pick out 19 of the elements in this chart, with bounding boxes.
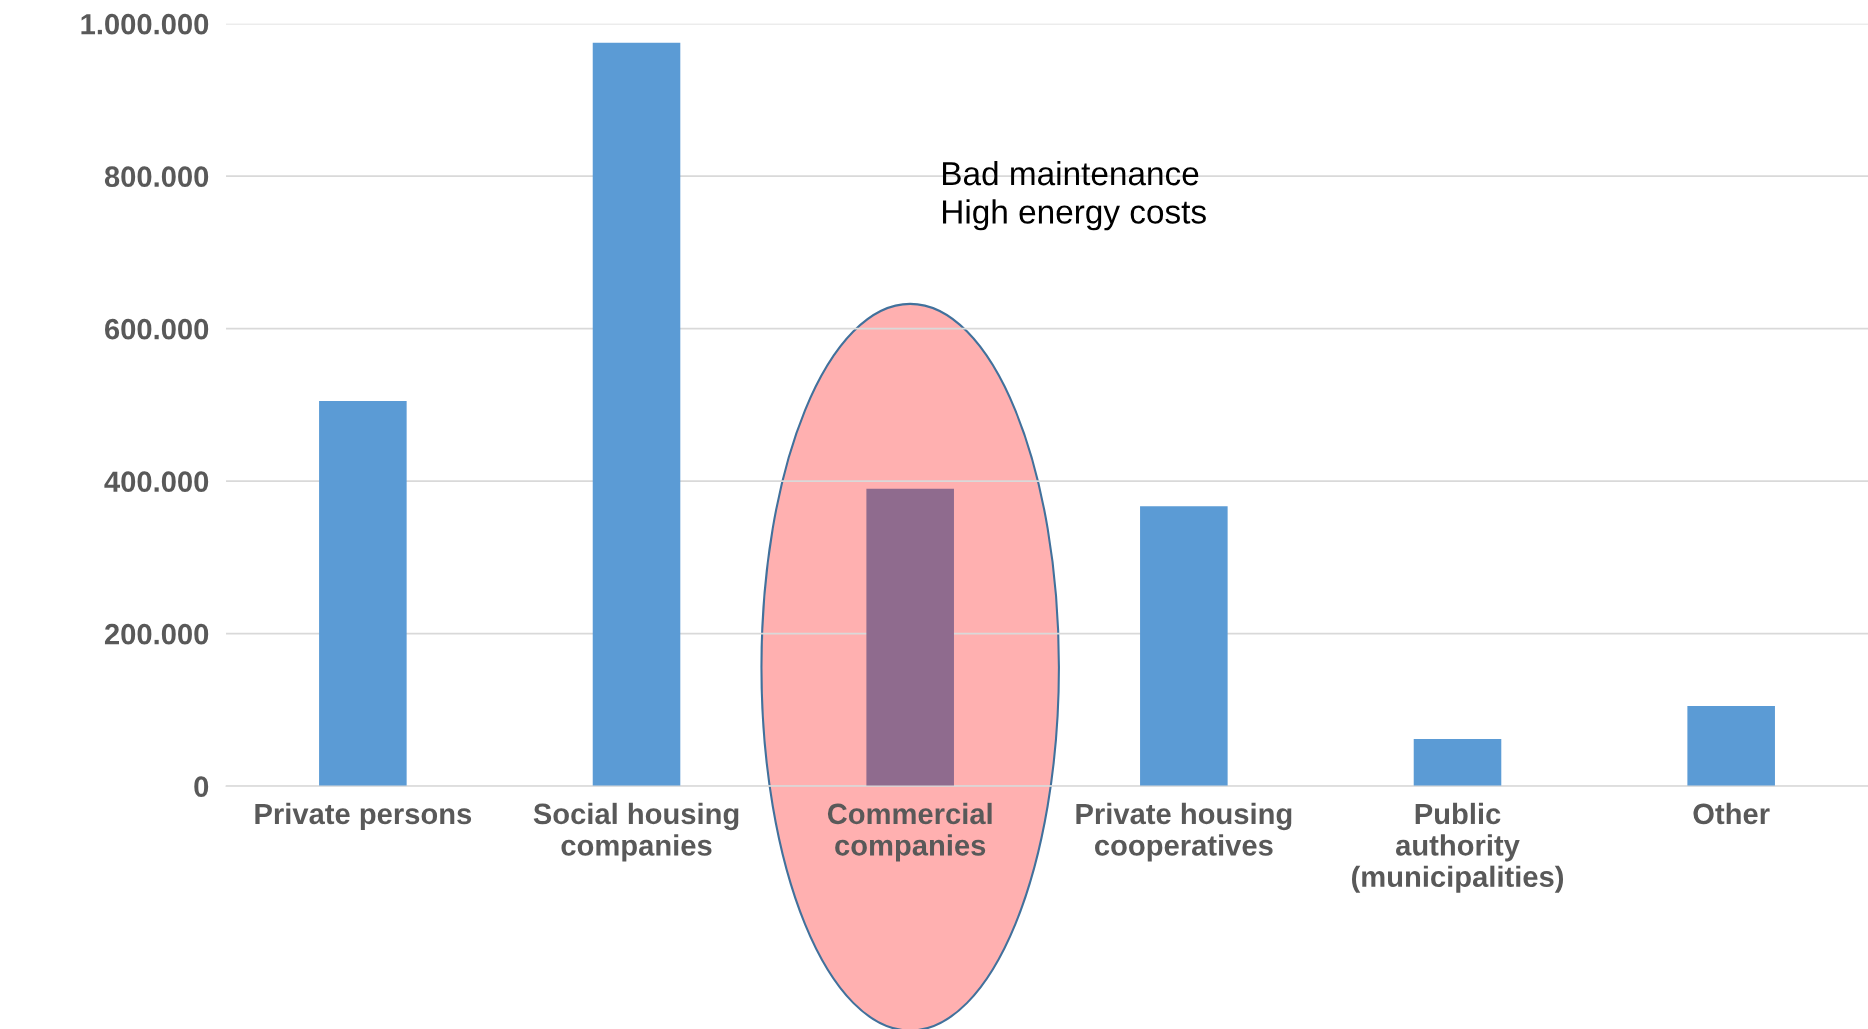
bar [1413, 738, 1502, 787]
bar [866, 488, 954, 787]
y-tick-label: 200.000 [104, 623, 209, 645]
y-tick-label: 400.000 [104, 471, 209, 493]
annotation: Bad maintenance High energy costs [943, 160, 1206, 231]
x-tick-label: Private housing cooperatives [1076, 802, 1292, 862]
bar [1140, 506, 1228, 787]
y-tick-label: 1.000.000 [81, 13, 209, 35]
bar [592, 42, 681, 787]
x-tick-label: Private persons [255, 802, 472, 831]
x-tick-label: Public authority (municipalities) [1352, 802, 1564, 893]
y-tick-label: 600.000 [105, 318, 209, 340]
x-tick-label: Commercial companies [827, 802, 992, 862]
bar [319, 401, 407, 787]
x-tick-label: Other [1693, 802, 1770, 825]
y-tick-label: 0 [194, 776, 209, 798]
bar [1687, 706, 1775, 787]
x-tick-label: Social housing companies [533, 802, 739, 862]
y-tick-label: 800.000 [104, 166, 209, 188]
